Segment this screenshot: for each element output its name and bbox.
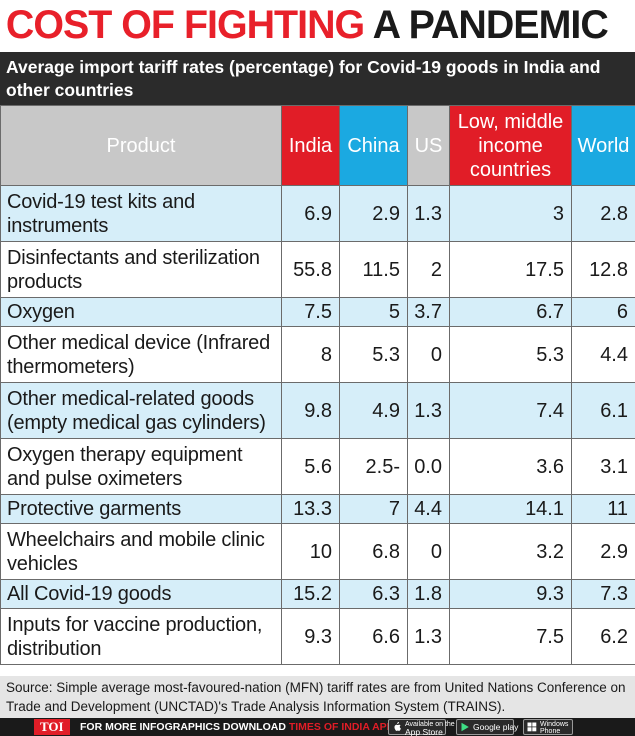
windows-label-1: Windows [540, 721, 569, 728]
promo-app-name: TIMES OF INDIA APP [288, 721, 394, 733]
footer-bar: TOI FOR MORE INFOGRAPHICS DOWNLOAD TIMES… [0, 718, 635, 736]
value-cell-us: 1.3 [407, 608, 450, 665]
value-cell-india: 5.6 [281, 438, 340, 495]
value-cell-world: 4.4 [571, 326, 635, 383]
value-cell-china: 2.9 [339, 185, 408, 242]
app-store-small: Available on the [405, 721, 455, 728]
value-cell-us: 0 [407, 326, 450, 383]
value-cell-india: 9.8 [281, 382, 340, 439]
value-cell-us: 1.8 [407, 579, 450, 609]
value-cell-low-middle-income: 5.3 [449, 326, 572, 383]
product-cell: Covid-19 test kits and instruments [0, 185, 282, 242]
product-cell: All Covid-19 goods [0, 579, 282, 609]
table-row: Disinfectants and sterilization products… [0, 241, 635, 298]
value-cell-us: 3.7 [407, 297, 450, 327]
column-header-us: US [407, 105, 450, 186]
value-cell-india: 10 [281, 523, 340, 580]
column-header-world: World [571, 105, 635, 186]
table-body: Covid-19 test kits and instruments 6.9 2.9… [0, 185, 635, 665]
value-cell-india: 7.5 [281, 297, 340, 327]
product-cell: Other medical-related goods (empty medic… [0, 382, 282, 439]
value-cell-china: 4.9 [339, 382, 408, 439]
app-store-label: App Store [405, 727, 443, 736]
tariff-table: Product India China US Low, middle incom… [0, 105, 635, 665]
value-cell-low-middle-income: 6.7 [449, 297, 572, 327]
column-header-india: India [281, 105, 340, 186]
value-cell-world: 3.1 [571, 438, 635, 495]
value-cell-us: 4.4 [407, 494, 450, 524]
value-cell-china: 11.5 [339, 241, 408, 298]
value-cell-low-middle-income: 3.6 [449, 438, 572, 495]
value-cell-world: 12.8 [571, 241, 635, 298]
value-cell-world: 6.1 [571, 382, 635, 439]
value-cell-china: 6.8 [339, 523, 408, 580]
google-play-badge[interactable]: Google play [456, 719, 519, 735]
product-cell: Oxygen [0, 297, 282, 327]
value-cell-low-middle-income: 7.5 [449, 608, 572, 665]
value-cell-world: 7.3 [571, 579, 635, 609]
value-cell-india: 9.3 [281, 608, 340, 665]
value-cell-low-middle-income: 17.5 [449, 241, 572, 298]
app-store-badge[interactable]: Available on the App Store [388, 719, 455, 736]
promo-label: FOR MORE INFOGRAPHICS DOWNLOAD [80, 721, 286, 733]
windows-label-2: Phone [540, 728, 561, 735]
value-cell-india: 15.2 [281, 579, 340, 609]
value-cell-world: 2.8 [571, 185, 635, 242]
value-cell-china: 2.5- [339, 438, 408, 495]
table-row: Other medical-related goods (empty medic… [0, 382, 635, 439]
table-row: Inputs for vaccine production, distribut… [0, 608, 635, 665]
column-header-china: China [339, 105, 408, 186]
google-play-label: Google play [473, 722, 519, 732]
windows-icon [527, 722, 537, 732]
product-cell: Disinfectants and sterilization products [0, 241, 282, 298]
page-title: COST OF FIGHTING A PANDEMIC [0, 0, 625, 50]
value-cell-us: 2 [407, 241, 450, 298]
table-row: Protective garments 13.3 7 4.4 14.1 11 [0, 494, 635, 524]
value-cell-china: 6.6 [339, 608, 408, 665]
value-cell-world: 6.2 [571, 608, 635, 665]
value-cell-low-middle-income: 3.2 [449, 523, 572, 580]
google-play-icon [461, 722, 469, 732]
title-red-part: COST OF FIGHTING [5, 3, 365, 47]
value-cell-low-middle-income: 14.1 [449, 494, 572, 524]
windows-phone-badge[interactable]: Windows Phone [523, 719, 573, 735]
product-cell: Inputs for vaccine production, distribut… [0, 608, 282, 665]
table-row: Wheelchairs and mobile clinic vehicles 10… [0, 523, 635, 580]
value-cell-china: 6.3 [339, 579, 408, 609]
table-row: Covid-19 test kits and instruments 6.9 2.9… [0, 185, 635, 242]
promo-text: FOR MORE INFOGRAPHICS DOWNLOAD TIMES OF … [80, 718, 394, 736]
value-cell-china: 5 [339, 297, 408, 327]
table-row: Other medical device (Infrared thermomet… [0, 326, 635, 383]
value-cell-china: 5.3 [339, 326, 408, 383]
value-cell-world: 6 [571, 297, 635, 327]
source-note: Source: Simple average most-favoured-nat… [0, 676, 635, 718]
table-row: Oxygen therapy equipment and pulse oxime… [0, 438, 635, 495]
value-cell-low-middle-income: 3 [449, 185, 572, 242]
value-cell-world: 11 [571, 494, 635, 524]
value-cell-india: 55.8 [281, 241, 340, 298]
column-header-low-middle-income: Low, middle income countries [449, 105, 572, 186]
value-cell-china: 7 [339, 494, 408, 524]
product-cell: Oxygen therapy equipment and pulse oxime… [0, 438, 282, 495]
table-row: Oxygen 7.5 5 3.7 6.7 6 [0, 297, 635, 327]
title-black-part: A PANDEMIC [372, 3, 609, 47]
product-cell: Wheelchairs and mobile clinic vehicles [0, 523, 282, 580]
value-cell-low-middle-income: 7.4 [449, 382, 572, 439]
value-cell-world: 2.9 [571, 523, 635, 580]
value-cell-us: 0 [407, 523, 450, 580]
value-cell-us: 1.3 [407, 185, 450, 242]
column-header-product: Product [0, 105, 282, 186]
value-cell-india: 8 [281, 326, 340, 383]
toi-logo: TOI [34, 719, 70, 735]
value-cell-india: 13.3 [281, 494, 340, 524]
subtitle: Average import tariff rates (percentage)… [0, 52, 635, 105]
value-cell-india: 6.9 [281, 185, 340, 242]
value-cell-low-middle-income: 9.3 [449, 579, 572, 609]
value-cell-us: 0.0 [407, 438, 450, 495]
table-row: All Covid-19 goods 15.2 6.3 1.8 9.3 7.3 [0, 579, 635, 609]
value-cell-us: 1.3 [407, 382, 450, 439]
product-cell: Protective garments [0, 494, 282, 524]
product-cell: Other medical device (Infrared thermomet… [0, 326, 282, 383]
apple-icon [394, 722, 401, 731]
